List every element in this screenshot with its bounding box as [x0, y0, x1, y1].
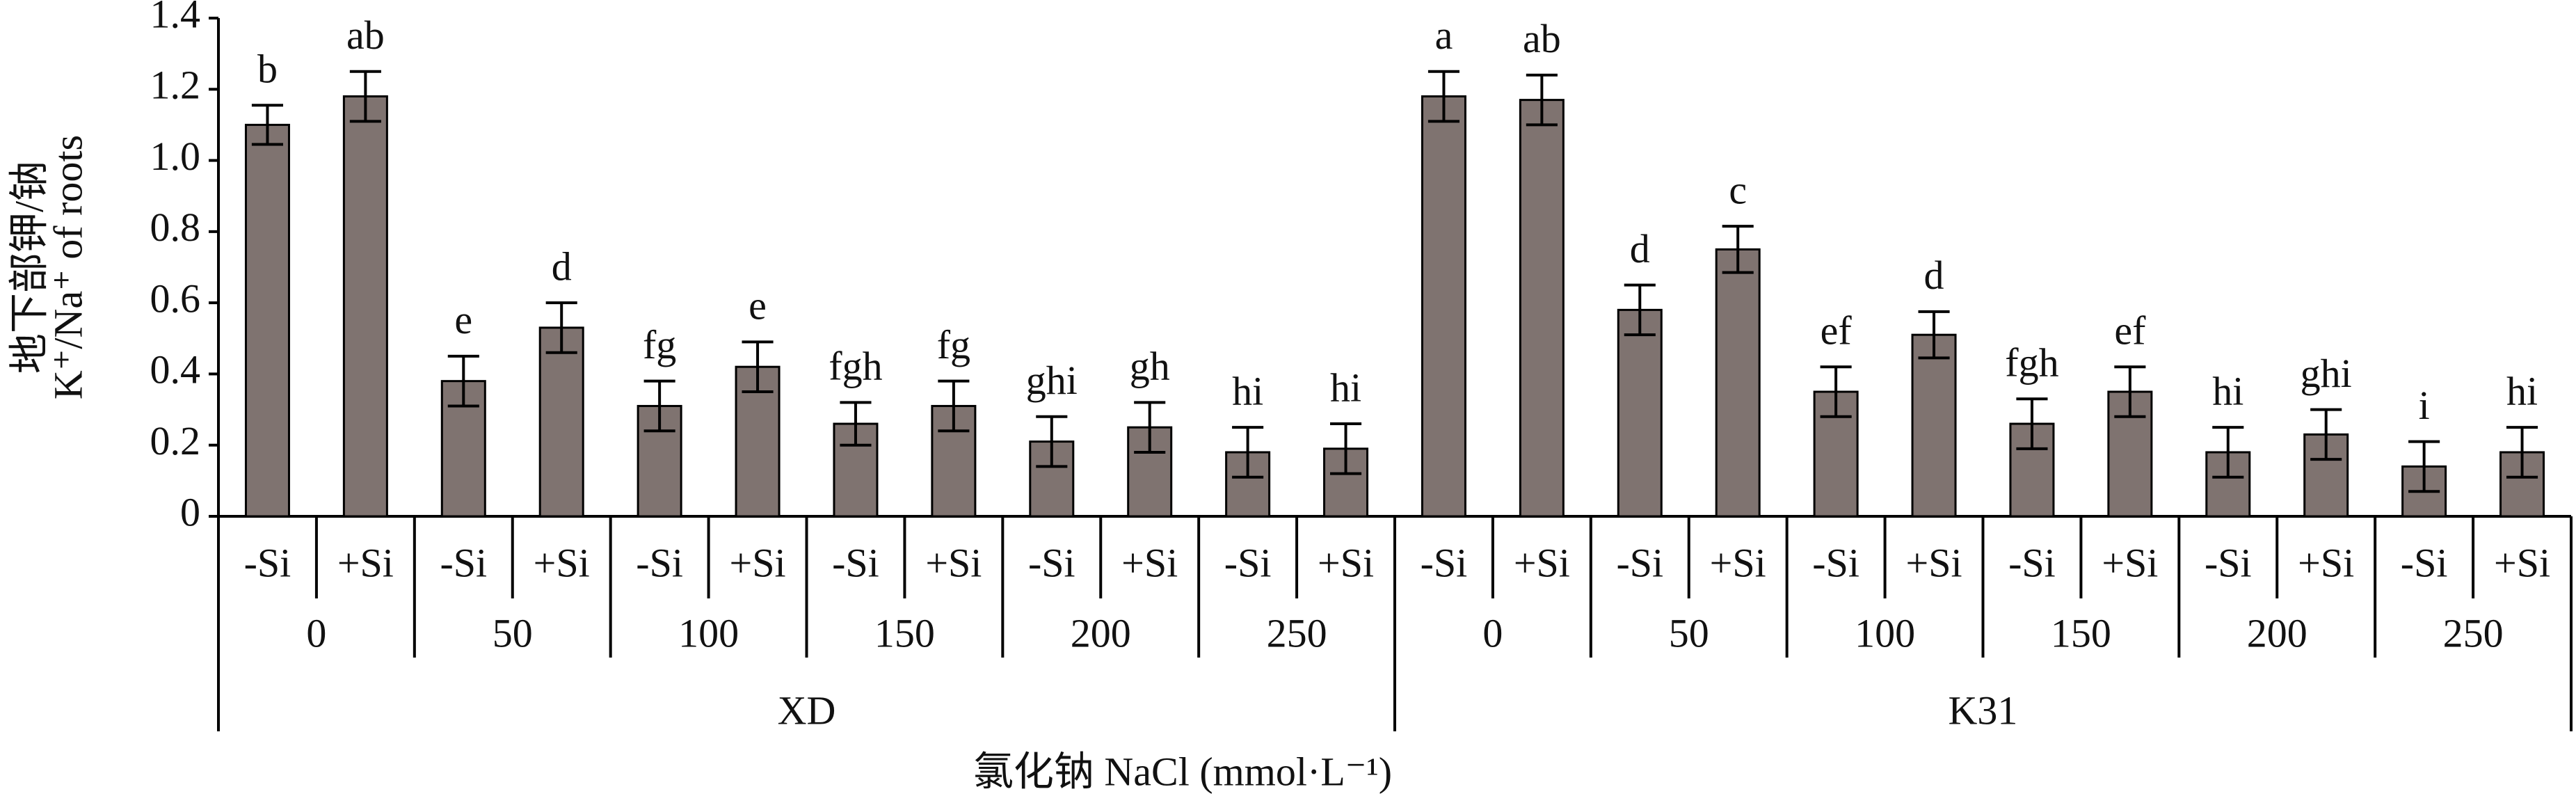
x-tick-label: +Si	[2298, 540, 2354, 585]
significance-letter: d	[552, 244, 572, 289]
significance-letter: ghi	[2301, 351, 2352, 396]
group-label: 200	[2247, 610, 2307, 655]
group-label: 150	[2051, 610, 2111, 655]
y-tick-label: 0.2	[150, 418, 201, 463]
significance-letter: hi	[1232, 368, 1263, 413]
bar	[244, 123, 290, 518]
x-tick-label: +Si	[534, 540, 590, 585]
significance-letter: e	[749, 283, 767, 328]
cultivar-label: XD	[778, 687, 836, 733]
x-tick-label: -Si	[1812, 540, 1859, 585]
significance-letter: hi	[2212, 368, 2243, 413]
group-label: 50	[1669, 610, 1709, 655]
group-label: 150	[874, 610, 935, 655]
x-tick-label: +Si	[1121, 540, 1178, 585]
x-tick-label: -Si	[832, 540, 879, 585]
x-tick-label: -Si	[636, 540, 683, 585]
bar	[1519, 99, 1565, 518]
significance-letter: fg	[937, 322, 970, 367]
group-label: 200	[1071, 610, 1131, 655]
significance-letter: fgh	[2005, 340, 2058, 385]
significance-letter: i	[2419, 383, 2430, 428]
y-tick-label: 0.4	[150, 347, 201, 392]
x-tick-label: +Si	[925, 540, 982, 585]
group-label: 0	[306, 610, 326, 655]
significance-letter: hi	[2506, 368, 2538, 413]
significance-letter: d	[1630, 226, 1650, 271]
y-tick-label: 1.4	[150, 0, 201, 36]
bar	[1421, 95, 1466, 518]
y-tick-label: 0.8	[150, 205, 201, 250]
y-tick-label: 1.0	[150, 134, 201, 179]
x-tick-label: +Si	[729, 540, 785, 585]
x-tick-label: -Si	[2401, 540, 2448, 585]
significance-letter: ghi	[1026, 358, 1078, 403]
significance-letter: b	[257, 47, 278, 92]
x-tick-label: -Si	[1028, 540, 1075, 585]
x-tick-label: +Si	[1710, 540, 1766, 585]
bar	[1715, 248, 1761, 518]
significance-letter: c	[1729, 167, 1747, 212]
significance-letter: e	[454, 297, 472, 342]
x-tick-label: -Si	[244, 540, 291, 585]
x-tick-label: -Si	[2205, 540, 2252, 585]
significance-letter: ef	[2114, 308, 2146, 353]
y-tick-label: 0	[180, 489, 200, 534]
significance-letter: fgh	[829, 344, 882, 389]
x-tick-label: +Si	[2102, 540, 2158, 585]
x-tick-label: -Si	[440, 540, 487, 585]
group-label: 250	[1267, 610, 1327, 655]
x-tick-label: +Si	[337, 540, 394, 585]
x-tick-label: +Si	[2494, 540, 2550, 585]
y-axis-title: K⁺/Na⁺ of roots	[45, 135, 90, 399]
significance-letter: gh	[1130, 344, 1170, 389]
x-tick-label: +Si	[1318, 540, 1374, 585]
bar	[342, 95, 388, 518]
significance-letter: fg	[643, 322, 676, 367]
group-label: 50	[493, 610, 533, 655]
significance-letter: ab	[1523, 16, 1561, 61]
x-tick-label: -Si	[1224, 540, 1272, 585]
x-tick-label: -Si	[1421, 540, 1468, 585]
y-tick-label: 0.6	[150, 276, 201, 321]
x-tick-label: -Si	[2008, 540, 2056, 585]
significance-letter: ef	[1821, 308, 1853, 353]
group-label: 0	[1482, 610, 1503, 655]
bar	[538, 326, 584, 518]
y-tick-label: 1.2	[150, 63, 201, 108]
x-tick-label: +Si	[1514, 540, 1570, 585]
significance-letter: d	[1924, 253, 1944, 298]
x-tick-label: -Si	[1616, 540, 1663, 585]
group-label: 250	[2443, 610, 2504, 655]
bar	[1911, 333, 1957, 518]
significance-letter: hi	[1330, 365, 1361, 410]
x-tick-label: +Si	[1905, 540, 1962, 585]
cultivar-label: K31	[1949, 687, 2018, 733]
group-label: 100	[678, 610, 739, 655]
group-label: 100	[1855, 610, 1915, 655]
x-axis-title: 氯化钠 NaCl (mmol·L⁻¹)	[973, 749, 1392, 794]
significance-letter: a	[1435, 13, 1453, 58]
bar	[1813, 390, 1859, 518]
bar	[1617, 308, 1663, 518]
significance-letter: ab	[346, 13, 385, 58]
y-axis-title: 地下部钾/钠	[6, 161, 51, 374]
